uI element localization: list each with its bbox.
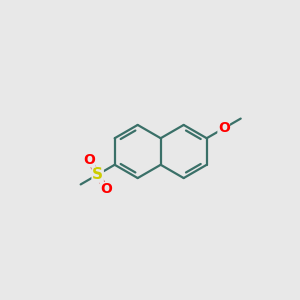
Text: O: O <box>100 182 112 196</box>
Text: O: O <box>218 122 230 135</box>
Text: S: S <box>92 167 103 182</box>
Text: O: O <box>83 153 95 167</box>
